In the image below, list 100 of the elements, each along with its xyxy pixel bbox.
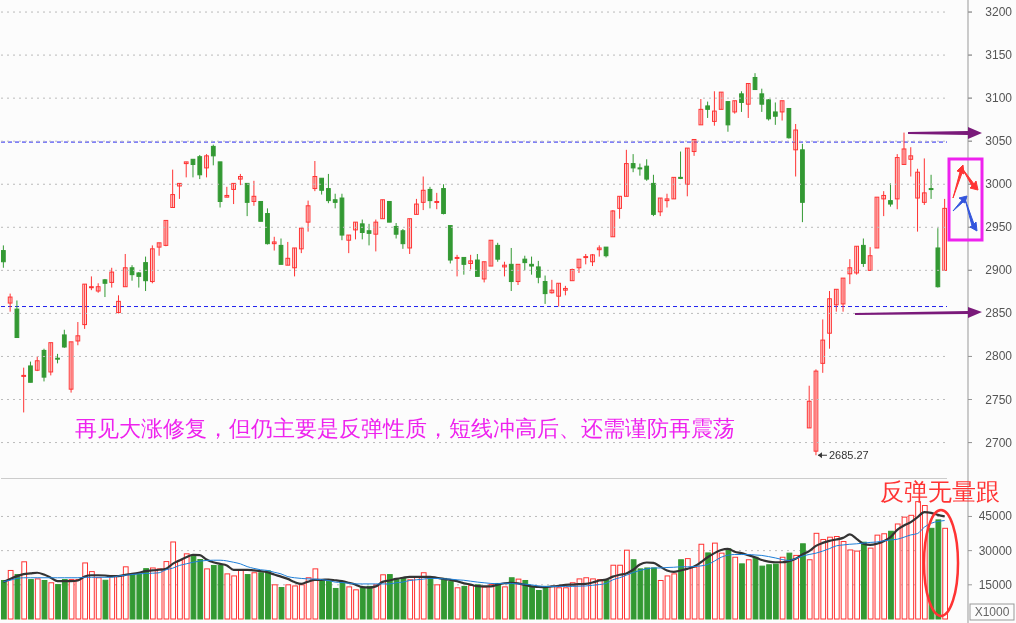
bar bbox=[102, 579, 109, 620]
candlestick bbox=[827, 290, 832, 350]
candlestick bbox=[596, 244, 602, 258]
bar bbox=[14, 574, 21, 620]
y-tick-label: 3050 bbox=[985, 134, 1013, 149]
bar bbox=[745, 559, 752, 620]
y-tick-label: 45000 bbox=[978, 509, 1013, 524]
candlestick bbox=[305, 200, 311, 233]
candlestick bbox=[420, 176, 426, 211]
candlestick bbox=[183, 161, 189, 178]
candlestick bbox=[116, 294, 121, 314]
bar bbox=[508, 577, 515, 620]
candlestick bbox=[542, 275, 548, 305]
candlestick bbox=[468, 254, 473, 270]
bar bbox=[41, 579, 48, 620]
candlestick bbox=[725, 101, 731, 133]
candlestick bbox=[407, 218, 413, 255]
candlestick bbox=[224, 186, 230, 198]
candlestick bbox=[881, 190, 887, 217]
candlestick bbox=[576, 258, 582, 274]
candlestick bbox=[28, 361, 33, 383]
bar bbox=[434, 584, 441, 620]
candlestick bbox=[359, 219, 365, 240]
bar bbox=[454, 587, 461, 620]
candlestick bbox=[583, 253, 589, 265]
candlestick bbox=[1, 244, 6, 269]
candlestick bbox=[712, 90, 717, 127]
annotation: 再见大涨修复，但仍主要是反弹性质，短线冲高后、还需谨防再震荡 bbox=[75, 416, 735, 441]
candlestick bbox=[718, 91, 724, 110]
candlestick bbox=[163, 219, 169, 247]
y-tick-label: 3000 bbox=[985, 177, 1013, 192]
bar bbox=[427, 577, 434, 620]
bar bbox=[461, 585, 468, 620]
candlestick bbox=[854, 245, 859, 276]
candlestick bbox=[271, 236, 277, 252]
candlestick bbox=[122, 253, 128, 288]
candlestick bbox=[942, 198, 947, 271]
bar bbox=[34, 578, 41, 620]
bar bbox=[468, 585, 474, 620]
bar bbox=[251, 572, 258, 620]
candlestick bbox=[21, 367, 27, 413]
candlestick bbox=[210, 144, 216, 166]
candlestick bbox=[251, 180, 257, 207]
bar bbox=[705, 552, 711, 620]
candlestick bbox=[454, 254, 460, 277]
candlestick bbox=[68, 341, 74, 394]
candlestick bbox=[34, 355, 40, 372]
candlestick bbox=[82, 283, 87, 330]
candlestick bbox=[874, 196, 880, 249]
y-tick-label: 2800 bbox=[985, 349, 1013, 364]
candlestick bbox=[691, 138, 697, 157]
y-tick-label: 15000 bbox=[978, 577, 1013, 592]
candlestick bbox=[556, 282, 562, 308]
y-tick-label: 2700 bbox=[985, 435, 1013, 450]
bar bbox=[861, 541, 867, 620]
candlestick bbox=[908, 146, 914, 178]
bar bbox=[800, 543, 806, 620]
bar bbox=[942, 527, 948, 620]
candlestick bbox=[481, 261, 487, 283]
candlestick bbox=[793, 123, 799, 178]
candlestick bbox=[156, 242, 162, 257]
candlestick bbox=[427, 186, 433, 209]
candlestick bbox=[502, 261, 507, 277]
candlestick bbox=[366, 223, 372, 246]
candlestick bbox=[569, 268, 575, 282]
candlestick bbox=[888, 182, 893, 208]
candlestick bbox=[820, 318, 826, 374]
candlestick bbox=[326, 173, 331, 204]
y-tick-label: 3150 bbox=[985, 48, 1013, 63]
candlestick bbox=[847, 258, 853, 285]
candlestick bbox=[508, 247, 514, 292]
candlestick bbox=[353, 221, 358, 240]
candlestick bbox=[759, 88, 765, 113]
candlestick bbox=[488, 239, 494, 267]
candlestick bbox=[684, 147, 690, 197]
bar bbox=[786, 552, 793, 620]
candlestick bbox=[373, 219, 379, 252]
candlestick bbox=[414, 198, 419, 215]
candlestick bbox=[833, 288, 839, 313]
candlestick bbox=[894, 153, 900, 210]
bar bbox=[502, 586, 508, 620]
bar bbox=[725, 548, 732, 620]
bar bbox=[475, 584, 481, 620]
candlestick bbox=[772, 101, 778, 126]
bar bbox=[204, 568, 210, 620]
bar bbox=[732, 556, 739, 620]
candlestick bbox=[766, 98, 771, 122]
candlestick bbox=[292, 247, 297, 277]
bar bbox=[278, 587, 285, 620]
bar bbox=[244, 574, 251, 620]
bar bbox=[739, 563, 745, 620]
candlestick bbox=[7, 293, 13, 313]
y-tick-label: 2900 bbox=[985, 263, 1013, 278]
candlestick bbox=[915, 168, 920, 233]
candlestick bbox=[732, 100, 738, 115]
candlestick bbox=[549, 279, 555, 295]
candlestick bbox=[867, 246, 873, 271]
bar bbox=[48, 582, 55, 620]
candlestick bbox=[278, 238, 284, 265]
candlestick bbox=[386, 200, 392, 223]
